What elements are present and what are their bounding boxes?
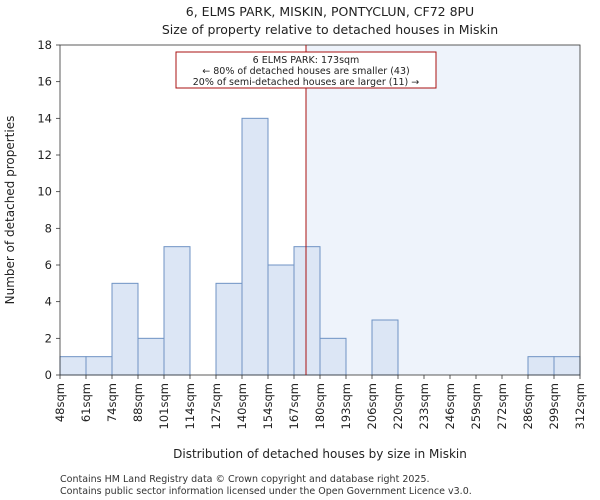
x-tick-label: 272sqm: [495, 383, 509, 429]
histogram-bar: [137, 337, 165, 376]
x-tick-label: 88sqm: [131, 383, 145, 422]
y-tick-label: 12: [37, 148, 52, 162]
x-tick-label: 180sqm: [313, 383, 327, 429]
histogram-bar: [59, 356, 87, 376]
annotation-line-1: 6 ELMS PARK: 173sqm: [253, 55, 360, 66]
footer-line-1: Contains HM Land Registry data © Crown c…: [60, 474, 430, 485]
x-axis-label: Distribution of detached houses by size …: [173, 447, 467, 461]
histogram-bar: [85, 356, 113, 376]
x-tick-label: 312sqm: [573, 383, 587, 429]
histogram-bar: [267, 264, 295, 376]
histogram-bar: [371, 319, 399, 376]
histogram-bar: [215, 282, 243, 376]
x-tick-label: 299sqm: [547, 383, 561, 429]
x-tick-label: 74sqm: [105, 383, 119, 422]
x-tick-label: 220sqm: [391, 383, 405, 429]
x-tick-label: 154sqm: [261, 383, 275, 429]
histogram-bar: [163, 246, 191, 376]
histogram-bar: [111, 282, 139, 376]
y-tick-label: 18: [37, 38, 52, 52]
x-tick-label: 193sqm: [339, 383, 353, 429]
x-tick-label: 167sqm: [287, 383, 301, 429]
histogram-bar: [293, 246, 321, 376]
chart-subtitle: Size of property relative to detached ho…: [162, 22, 498, 37]
histogram-bar: [553, 356, 581, 376]
y-tick-label: 10: [37, 185, 52, 199]
annotation-box: [175, 51, 437, 89]
x-tick-label: 140sqm: [235, 383, 249, 429]
chart-title: 6, ELMS PARK, MISKIN, PONTYCLUN, CF72 8P…: [186, 4, 474, 19]
x-tick-label: 127sqm: [209, 383, 223, 429]
x-tick-label: 233sqm: [417, 383, 431, 429]
x-tick-label: 259sqm: [469, 383, 483, 429]
x-tick-label: 246sqm: [443, 383, 457, 429]
histogram-bar: [241, 117, 269, 376]
x-tick-label: 61sqm: [79, 383, 93, 422]
y-tick-label: 8: [45, 221, 52, 235]
larger-region-shading: [306, 45, 580, 375]
y-tick-label: 6: [45, 258, 52, 272]
y-tick-label: 2: [45, 331, 52, 345]
x-tick-label: 206sqm: [365, 383, 379, 429]
annotation-line-2: ← 80% of detached houses are smaller (43…: [202, 66, 409, 77]
y-tick-label: 0: [45, 368, 52, 382]
y-tick-label: 4: [45, 295, 52, 309]
x-tick-label: 286sqm: [521, 383, 535, 429]
histogram-bar: [527, 356, 555, 376]
y-tick-label: 14: [37, 111, 52, 125]
y-axis-label: Number of detached properties: [3, 116, 17, 305]
annotation-line-3: 20% of semi-detached houses are larger (…: [193, 77, 420, 88]
x-tick-label: 48sqm: [53, 383, 67, 422]
x-tick-label: 101sqm: [157, 383, 171, 429]
histogram-bar: [319, 337, 347, 376]
y-tick-label: 16: [37, 75, 52, 89]
x-tick-label: 114sqm: [183, 383, 197, 429]
footer-line-2: Contains public sector information licen…: [60, 486, 472, 497]
